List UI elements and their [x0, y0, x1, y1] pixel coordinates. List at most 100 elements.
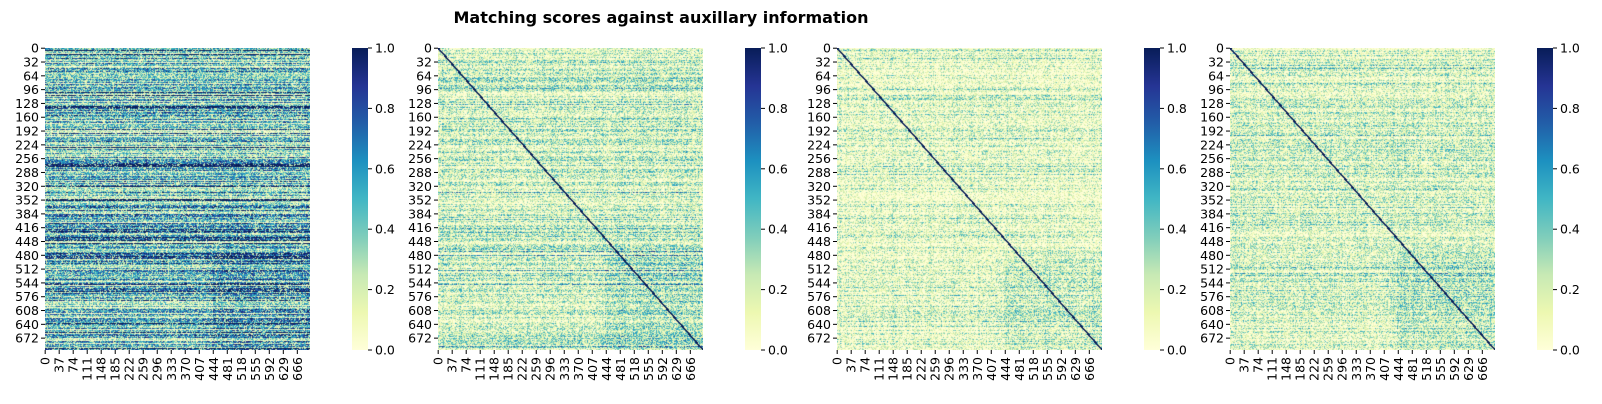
colorbar-tick-label: 0.4 [1167, 222, 1187, 237]
colorbar-tick-label: 0.2 [1560, 282, 1580, 297]
y-tick-label: 64 [1208, 68, 1224, 83]
y-tick-label: 192 [1200, 124, 1224, 139]
y-tick-label: 288 [807, 165, 831, 180]
x-tick-label: 259 [928, 357, 943, 381]
x-tick-label: 148 [1279, 357, 1294, 381]
x-tick-label: 555 [641, 357, 656, 381]
x-tick-label: 0 [830, 357, 845, 365]
y-tick-label: 128 [807, 96, 831, 111]
y-tick-label: 640 [807, 317, 831, 332]
y-tick-label: 192 [15, 124, 39, 139]
x-tick-label: 518 [1419, 357, 1434, 381]
colorbar [1144, 48, 1160, 350]
x-tick-label: 666 [290, 357, 305, 381]
y-tick-label: 160 [15, 110, 39, 125]
colorbar-tick-label: 0.2 [375, 282, 395, 297]
y-tick-label: 480 [807, 248, 831, 263]
y-tick-label: 96 [1208, 82, 1224, 97]
y-tick-label: 544 [15, 275, 39, 290]
x-tick-label: 111 [872, 357, 887, 381]
heatmap-cells [837, 48, 1102, 350]
colorbar-tick-label: 0.8 [375, 101, 395, 116]
y-tick-label: 352 [1200, 193, 1224, 208]
y-tick-label: 32 [416, 55, 432, 70]
x-tick-label: 296 [543, 357, 558, 381]
y-tick-label: 512 [1200, 262, 1224, 277]
colorbar-tick-label: 0.4 [375, 222, 395, 237]
y-tick-label: 224 [807, 137, 831, 152]
x-tick-label: 518 [234, 357, 249, 381]
x-tick-label: 37 [844, 357, 859, 373]
x-tick-label: 111 [1265, 357, 1280, 381]
x-tick-label: 0 [1223, 357, 1238, 365]
y-tick-label: 96 [416, 82, 432, 97]
y-tick-label: 0 [31, 41, 39, 56]
colorbar-tick-label: 0.4 [1560, 222, 1580, 237]
x-tick-label: 185 [900, 357, 915, 381]
y-tick-label: 288 [15, 165, 39, 180]
colorbar-tick-label: 0.8 [1560, 101, 1580, 116]
y-tick-label: 0 [1216, 41, 1224, 56]
x-tick-label: 555 [1040, 357, 1055, 381]
y-tick-label: 384 [1200, 206, 1224, 221]
heatmap-cells [45, 48, 310, 350]
x-tick-label: 333 [164, 357, 179, 381]
x-tick-label: 0 [38, 357, 53, 365]
x-tick-label: 296 [150, 357, 165, 381]
y-tick-label: 384 [15, 206, 39, 221]
colorbar-tick-label: 0.2 [1167, 282, 1187, 297]
x-tick-label: 259 [529, 357, 544, 381]
y-tick-label: 64 [815, 68, 831, 83]
y-tick-label: 480 [1200, 248, 1224, 263]
y-tick-label: 128 [1200, 96, 1224, 111]
x-tick-label: 592 [1054, 357, 1069, 381]
y-tick-label: 0 [424, 41, 432, 56]
y-tick-label: 320 [807, 179, 831, 194]
y-tick-label: 256 [807, 151, 831, 166]
y-tick-label: 352 [15, 193, 39, 208]
x-tick-label: 518 [1026, 357, 1041, 381]
y-tick-label: 448 [1200, 234, 1224, 249]
colorbar-tick-label: 1.0 [1560, 41, 1580, 56]
y-tick-label: 32 [23, 55, 39, 70]
x-tick-label: 555 [248, 357, 263, 381]
x-tick-label: 37 [1237, 357, 1252, 373]
colorbar-tick-label: 0.0 [768, 343, 788, 358]
y-tick-label: 512 [15, 262, 39, 277]
x-tick-label: 185 [1293, 357, 1308, 381]
y-tick-label: 96 [23, 82, 39, 97]
x-tick-label: 666 [1475, 357, 1490, 381]
x-tick-label: 444 [1391, 357, 1406, 381]
y-tick-label: 512 [807, 262, 831, 277]
colorbar-tick-label: 0.6 [1167, 161, 1187, 176]
y-tick-label: 192 [408, 124, 432, 139]
heatmap-panel-4: 0326496128160192224256288320352384416448… [1200, 41, 1580, 381]
x-tick-label: 407 [984, 357, 999, 381]
x-tick-label: 222 [122, 357, 137, 381]
x-tick-label: 148 [94, 357, 109, 381]
heatmap-cells [438, 48, 703, 350]
colorbar [1537, 48, 1553, 350]
x-tick-label: 222 [1307, 357, 1322, 381]
colorbar-tick-label: 0.0 [1560, 343, 1580, 358]
y-tick-label: 256 [1200, 151, 1224, 166]
y-tick-label: 256 [15, 151, 39, 166]
x-tick-label: 370 [178, 357, 193, 381]
x-tick-label: 592 [1447, 357, 1462, 381]
x-tick-label: 0 [431, 357, 446, 365]
y-tick-label: 32 [1208, 55, 1224, 70]
y-tick-label: 640 [408, 317, 432, 332]
y-tick-label: 224 [1200, 137, 1224, 152]
x-tick-label: 111 [473, 357, 488, 381]
y-tick-label: 224 [408, 137, 432, 152]
x-tick-label: 259 [1321, 357, 1336, 381]
x-tick-label: 370 [1363, 357, 1378, 381]
x-tick-label: 148 [487, 357, 502, 381]
x-tick-label: 666 [1082, 357, 1097, 381]
y-tick-label: 672 [408, 331, 432, 346]
x-tick-label: 111 [80, 357, 95, 381]
x-tick-label: 444 [599, 357, 614, 381]
y-tick-label: 352 [807, 193, 831, 208]
y-tick-label: 544 [1200, 275, 1224, 290]
y-tick-label: 160 [807, 110, 831, 125]
